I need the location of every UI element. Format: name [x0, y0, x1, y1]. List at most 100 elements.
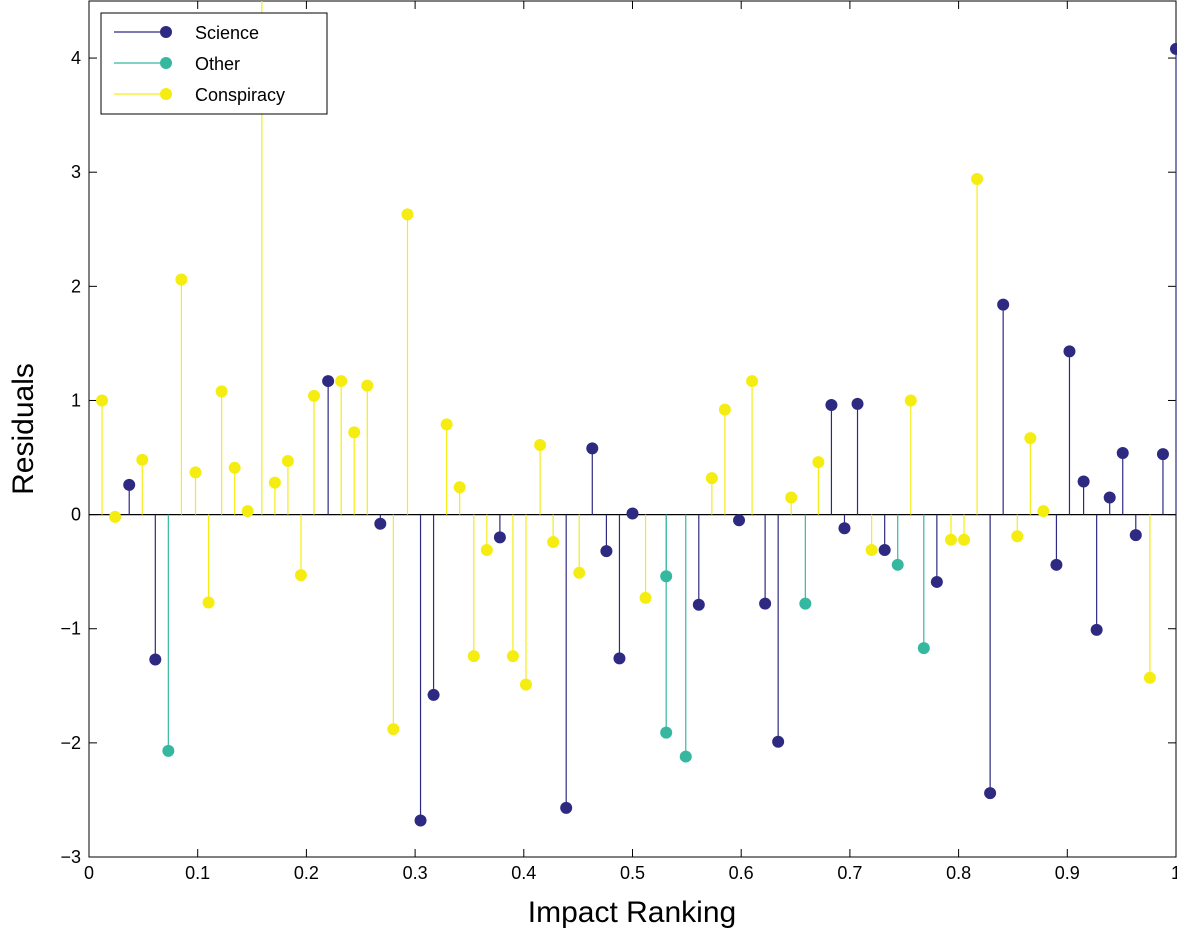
other-point [679, 750, 692, 763]
x-tick-label: 0.9 [1055, 863, 1080, 883]
science-point [613, 652, 626, 665]
series-science [123, 42, 1177, 827]
science-point [838, 522, 851, 535]
conspiracy-point [971, 173, 984, 186]
legend-label-conspiracy: Conspiracy [195, 85, 285, 105]
conspiracy-point [519, 678, 532, 691]
conspiracy-point [506, 650, 519, 663]
conspiracy-point [175, 273, 188, 286]
conspiracy-point [109, 510, 122, 523]
x-tick-label: 0.1 [185, 863, 210, 883]
y-axis-ticks: −3 −2 −1 0 1 2 3 4 [60, 48, 1176, 867]
x-tick-label: 0.5 [620, 863, 645, 883]
conspiracy-point [705, 472, 718, 485]
y-tick-label: 4 [71, 48, 81, 68]
legend-label-other: Other [195, 54, 240, 74]
science-point [1103, 491, 1116, 504]
conspiracy-point [440, 418, 453, 431]
science-point [322, 375, 335, 388]
science-point [984, 787, 997, 800]
conspiracy-point [1011, 530, 1024, 543]
conspiracy-point [335, 375, 348, 388]
stem-marks [96, 1, 1177, 827]
x-tick-label: 1 [1171, 863, 1177, 883]
conspiracy-point [228, 461, 241, 474]
y-axis-title: Residuals [7, 363, 40, 495]
conspiracy-point [281, 454, 294, 467]
science-point [427, 688, 440, 701]
conspiracy-point [241, 505, 254, 518]
conspiracy-point [904, 394, 917, 407]
science-point [1050, 558, 1063, 571]
science-point [1116, 446, 1129, 459]
science-point [626, 507, 639, 520]
science-point [1063, 345, 1076, 358]
y-tick-label: −3 [60, 847, 81, 867]
x-tick-label: 0.3 [403, 863, 428, 883]
conspiracy-point [202, 596, 215, 609]
science-point [414, 814, 427, 827]
science-point [1090, 623, 1103, 636]
x-tick-label: 0.8 [946, 863, 971, 883]
conspiracy-point [189, 466, 202, 479]
other-point [660, 726, 673, 739]
conspiracy-point [958, 533, 971, 546]
legend: Science Other Conspiracy [100, 12, 328, 115]
conspiracy-point [294, 569, 307, 582]
legend-marker-conspiracy [160, 88, 172, 100]
y-tick-label: 3 [71, 162, 81, 182]
science-point [560, 801, 573, 814]
science-point [997, 298, 1010, 311]
conspiracy-point [865, 543, 878, 556]
other-point [799, 597, 812, 610]
science-point [149, 653, 162, 666]
science-point [733, 514, 746, 527]
legend-label-science: Science [195, 23, 259, 43]
conspiracy-point [96, 394, 109, 407]
conspiracy-point [453, 481, 466, 494]
conspiracy-point [387, 723, 400, 736]
y-tick-label: 2 [71, 276, 81, 296]
conspiracy-point [1143, 671, 1156, 684]
conspiracy-point [136, 453, 149, 466]
other-point [891, 558, 904, 571]
other-point [917, 642, 930, 655]
conspiracy-point [718, 403, 731, 416]
science-point [493, 531, 506, 544]
science-point [692, 598, 705, 611]
x-tick-label: 0.2 [294, 863, 319, 883]
science-point [123, 478, 136, 491]
y-tick-label: 0 [71, 505, 81, 525]
conspiracy-point [812, 456, 825, 469]
conspiracy-point [480, 543, 493, 556]
conspiracy-point [573, 566, 586, 579]
conspiracy-point [348, 426, 361, 439]
science-point [600, 545, 613, 558]
science-point [772, 735, 785, 748]
conspiracy-point [534, 438, 547, 451]
conspiracy-point [547, 535, 560, 548]
science-point [1156, 448, 1169, 461]
x-tick-label: 0.7 [837, 863, 862, 883]
conspiracy-point [944, 533, 957, 546]
science-point [878, 543, 891, 556]
science-point [374, 517, 387, 530]
y-tick-label: −1 [60, 619, 81, 639]
x-axis-ticks: 0 0.1 0.2 0.3 0.4 0.5 0.6 0.7 0.8 0.9 1 [84, 1, 1177, 883]
series-conspiracy [96, 1, 1156, 736]
science-point [1170, 42, 1177, 55]
conspiracy-point [639, 591, 652, 604]
science-point [759, 597, 772, 610]
conspiracy-point [1037, 505, 1050, 518]
science-point [1129, 529, 1142, 542]
conspiracy-point [308, 389, 321, 402]
conspiracy-point [746, 375, 759, 388]
other-point [162, 744, 175, 757]
y-tick-label: 1 [71, 390, 81, 410]
legend-marker-other [160, 57, 172, 69]
science-point [851, 397, 864, 410]
conspiracy-point [401, 208, 414, 221]
x-tick-label: 0 [84, 863, 94, 883]
legend-marker-science [160, 26, 172, 38]
